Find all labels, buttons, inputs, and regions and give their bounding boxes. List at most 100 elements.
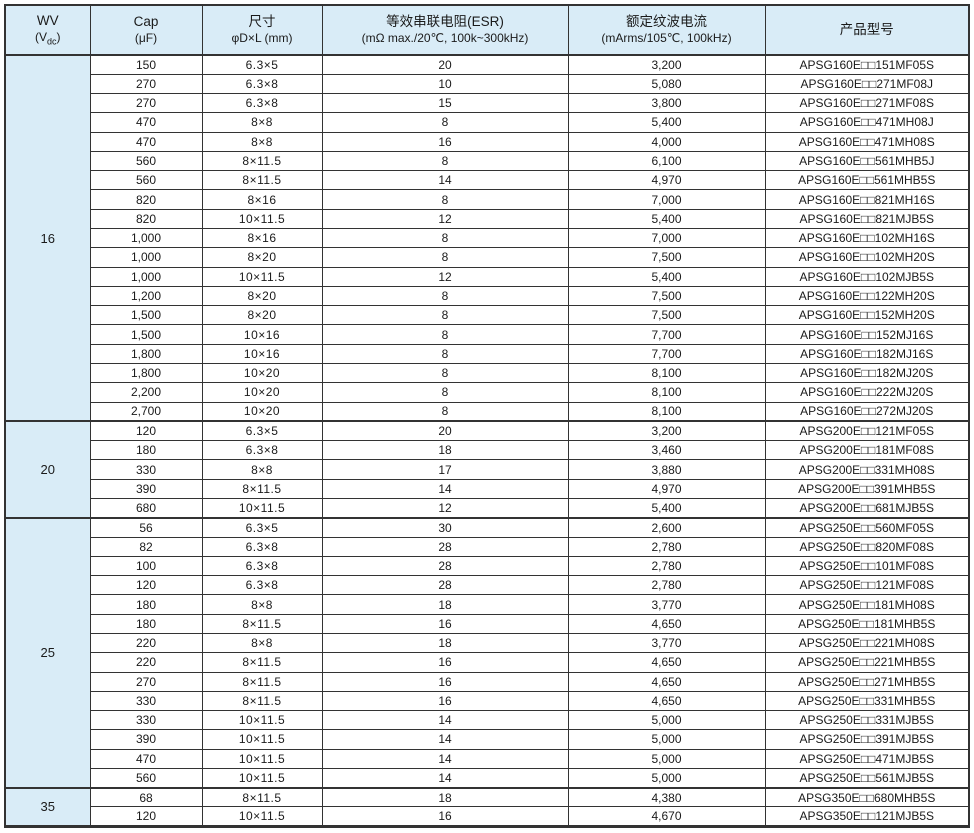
esr-cell: 8 bbox=[321, 228, 569, 249]
cap-header-unit: (μF) bbox=[134, 30, 158, 45]
esr-cell: 12 bbox=[321, 208, 569, 230]
cap-cell: 120 bbox=[89, 420, 203, 442]
table-row: 470 8×8 8 5,400 APSG160E□□471MH08J bbox=[5, 112, 970, 133]
ripple-cell: 7,000 bbox=[567, 228, 766, 249]
size-cell: 10×20 bbox=[201, 382, 323, 403]
cap-cell: 2,700 bbox=[89, 401, 203, 422]
size-cell: 8×11.5 bbox=[201, 150, 323, 172]
part-cell: APSG160E□□222MJ20S bbox=[764, 382, 970, 403]
cap-cell: 1,500 bbox=[89, 305, 203, 326]
cap-cell: 56 bbox=[89, 516, 203, 538]
esr-cell: 16 bbox=[321, 671, 569, 692]
table-row: 330 10×11.5 14 5,000 APSG250E□□331MJB5S bbox=[5, 710, 970, 731]
esr-cell: 20 bbox=[321, 420, 569, 442]
esr-cell: 8 bbox=[321, 401, 569, 422]
table-row: 270 6.3×8 10 5,080 APSG160E□□271MF08J bbox=[5, 73, 970, 95]
cap-cell: 560 bbox=[89, 767, 203, 789]
esr-cell: 17 bbox=[321, 459, 569, 480]
table-row: 820 10×11.5 12 5,400 APSG160E□□821MJB5S bbox=[5, 208, 970, 230]
ripple-cell: 4,000 bbox=[567, 131, 766, 152]
size-cell: 10×11.5 bbox=[201, 208, 323, 230]
cap-cell: 470 bbox=[89, 112, 203, 133]
cap-cell: 680 bbox=[89, 497, 203, 519]
size-cell: 6.3×8 bbox=[201, 536, 323, 557]
ripple-cell: 2,780 bbox=[567, 575, 766, 596]
part-cell: APSG200E□□121MF05S bbox=[764, 420, 970, 442]
cap-cell: 470 bbox=[89, 131, 203, 152]
table-row: 2,700 10×20 8 8,100 APSG160E□□272MJ20S bbox=[5, 401, 970, 422]
ripple-header-label: 额定纹波电流 bbox=[626, 14, 707, 30]
part-cell: APSG350E□□680MHB5S bbox=[764, 786, 970, 808]
cap-cell: 1,200 bbox=[89, 285, 203, 307]
part-cell: APSG350E□□121MJB5S bbox=[764, 806, 970, 827]
table-row: 560 10×11.5 14 5,000 APSG250E□□561MJB5S bbox=[5, 767, 970, 789]
part-cell: APSG250E□□331MHB5S bbox=[764, 690, 970, 712]
col-header-wv: WV (Vdc) bbox=[4, 4, 91, 56]
size-header-label: 尺寸 bbox=[248, 14, 276, 30]
part-cell: APSG160E□□821MJB5S bbox=[764, 208, 970, 230]
cap-cell: 820 bbox=[89, 208, 203, 230]
size-cell: 8×8 bbox=[201, 459, 323, 480]
part-cell: APSG160E□□152MJ16S bbox=[764, 324, 970, 345]
part-cell: APSG160E□□122MH20S bbox=[764, 285, 970, 307]
spec-table-body: 16 150 6.3×5 20 3,200 APSG160E□□151MF05S 270 6.… bbox=[4, 53, 970, 827]
table-row: 470 8×8 16 4,000 APSG160E□□471MH08S bbox=[5, 131, 970, 152]
cap-header-label: Cap bbox=[133, 14, 159, 30]
cap-cell: 330 bbox=[89, 710, 203, 731]
size-cell: 8×8 bbox=[201, 594, 323, 615]
size-cell: 6.3×8 bbox=[201, 93, 323, 114]
col-header-ripple: 额定纹波电流 (mArms/105℃, 100kHz) bbox=[567, 4, 766, 56]
part-cell: APSG200E□□331MH08S bbox=[764, 459, 970, 480]
ripple-cell: 7,500 bbox=[567, 247, 766, 268]
col-header-size: 尺寸 φD×L (mm) bbox=[201, 4, 323, 56]
esr-cell: 28 bbox=[321, 575, 569, 596]
esr-cell: 18 bbox=[321, 786, 569, 808]
size-cell: 10×20 bbox=[201, 401, 323, 422]
table-row: 330 8×11.5 16 4,650 APSG250E□□331MHB5S bbox=[5, 690, 970, 712]
part-cell: APSG160E□□271MF08J bbox=[764, 73, 970, 95]
part-cell: APSG250E□□221MHB5S bbox=[764, 652, 970, 673]
ripple-cell: 3,200 bbox=[567, 420, 766, 442]
ripple-cell: 7,700 bbox=[567, 343, 766, 365]
size-cell: 6.3×5 bbox=[201, 53, 323, 75]
cap-cell: 150 bbox=[89, 53, 203, 75]
cap-cell: 1,500 bbox=[89, 324, 203, 345]
esr-cell: 14 bbox=[321, 170, 569, 191]
size-cell: 10×11.5 bbox=[201, 266, 323, 287]
part-cell: APSG160E□□561MHB5S bbox=[764, 170, 970, 191]
wv-group-cell: 25 bbox=[4, 516, 91, 789]
table-row: 560 8×11.5 14 4,970 APSG160E□□561MHB5S bbox=[5, 170, 970, 191]
ripple-cell: 3,460 bbox=[567, 440, 766, 461]
esr-cell: 8 bbox=[321, 189, 569, 210]
table-row: 220 8×11.5 16 4,650 APSG250E□□221MHB5S bbox=[5, 652, 970, 673]
part-cell: APSG160E□□151MF05S bbox=[764, 53, 970, 75]
ripple-cell: 5,080 bbox=[567, 73, 766, 95]
cap-cell: 1,000 bbox=[89, 247, 203, 268]
size-cell: 10×11.5 bbox=[201, 806, 323, 827]
size-cell: 6.3×8 bbox=[201, 575, 323, 596]
cap-cell: 1,000 bbox=[89, 266, 203, 287]
size-cell: 10×11.5 bbox=[201, 748, 323, 769]
wv-group-cell: 35 bbox=[4, 786, 91, 827]
esr-cell: 8 bbox=[321, 247, 569, 268]
esr-header-unit: (mΩ max./20℃, 100k~300kHz) bbox=[361, 30, 529, 45]
size-cell: 10×20 bbox=[201, 362, 323, 384]
ripple-cell: 2,780 bbox=[567, 536, 766, 557]
part-cell: APSG160E□□471MH08J bbox=[764, 112, 970, 133]
table-row: 680 10×11.5 12 5,400 APSG200E□□681MJB5S bbox=[5, 497, 970, 519]
ripple-cell: 5,400 bbox=[567, 266, 766, 287]
cap-cell: 560 bbox=[89, 170, 203, 191]
table-row: 330 8×8 17 3,880 APSG200E□□331MH08S bbox=[5, 459, 970, 480]
esr-cell: 8 bbox=[321, 150, 569, 172]
esr-cell: 14 bbox=[321, 710, 569, 731]
cap-cell: 270 bbox=[89, 73, 203, 95]
table-row: 35 68 8×11.5 18 4,380 APSG350E□□680MHB5S bbox=[4, 786, 970, 827]
size-cell: 10×11.5 bbox=[201, 710, 323, 731]
ripple-cell: 8,100 bbox=[567, 401, 766, 422]
part-cell: APSG160E□□272MJ20S bbox=[764, 401, 970, 422]
ripple-cell: 4,650 bbox=[567, 613, 766, 634]
esr-cell: 14 bbox=[321, 478, 569, 499]
cap-cell: 820 bbox=[89, 189, 203, 210]
esr-cell: 16 bbox=[321, 652, 569, 673]
